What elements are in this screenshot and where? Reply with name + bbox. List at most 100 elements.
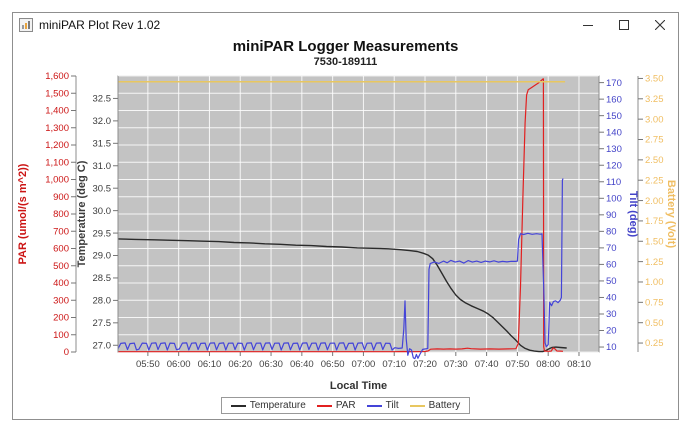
- tilt-tick-label: 30: [606, 309, 617, 320]
- x-tick-label: 07:40: [475, 359, 499, 370]
- x-tick-label: 08:00: [536, 359, 560, 370]
- par-tick-label: 1,000: [45, 175, 69, 186]
- par-tick-label: 200: [53, 313, 69, 324]
- tilt-axis-title: Tilt (deg): [627, 191, 639, 238]
- tilt-tick-label: 140: [606, 127, 622, 138]
- tilt-series-line: [117, 178, 564, 360]
- tilt-tick-label: 100: [606, 193, 622, 204]
- legend-item-par: PAR: [316, 400, 356, 411]
- par-tick-label: 1,100: [45, 157, 69, 168]
- tilt-legend-swatch: [366, 404, 382, 407]
- batt-tick-label: 3.00: [645, 114, 664, 125]
- par-tick-label: 700: [53, 226, 69, 237]
- par-axis-title: PAR (umol/(s m^2)): [17, 163, 29, 264]
- tilt-tick-label: 130: [606, 144, 622, 155]
- temperature-legend-swatch: [230, 404, 246, 407]
- par-tick-label: 1,300: [45, 123, 69, 134]
- x-axis-label: Local Time: [329, 380, 388, 392]
- par-tick-label: 1,200: [45, 140, 69, 151]
- x-tick-label: 06:20: [228, 359, 252, 370]
- x-tick-label: 05:50: [136, 359, 160, 370]
- x-tick-label: 06:50: [321, 359, 345, 370]
- temp-tick-label: 27.5: [93, 318, 112, 329]
- minimize-icon: [583, 25, 593, 26]
- chart-panel: miniPAR Logger Measurements 7530-189111 …: [13, 37, 678, 419]
- temp-tick-label: 30.0: [93, 206, 112, 217]
- titlebar[interactable]: miniPAR Plot Rev 1.02: [13, 13, 678, 37]
- temp-tick-label: 28.0: [93, 296, 112, 307]
- par-tick-label: 300: [53, 295, 69, 306]
- legend-item-temperature: Temperature: [230, 400, 306, 411]
- legend-item-tilt: Tilt: [366, 400, 399, 411]
- legend: Temperature PAR Tilt Battery: [13, 397, 678, 414]
- tilt-tick-label: 120: [606, 160, 622, 171]
- par-tick-label: 1,600: [45, 71, 69, 82]
- temp-tick-label: 32.5: [93, 94, 112, 105]
- batt-tick-label: 1.75: [645, 216, 664, 227]
- chart-title: miniPAR Logger Measurements: [232, 38, 459, 55]
- x-tick-label: 06:40: [290, 359, 314, 370]
- temp-tick-label: 28.5: [93, 273, 112, 284]
- maximize-icon: [619, 20, 629, 30]
- temp-tick-label: 29.0: [93, 251, 112, 262]
- x-tick-label: 06:00: [167, 359, 191, 370]
- legend-item-battery: Battery: [409, 400, 461, 411]
- battery-legend-swatch: [409, 404, 425, 407]
- temp-tick-label: 32.0: [93, 116, 112, 127]
- tilt-tick-label: 20: [606, 326, 617, 337]
- close-icon: [655, 20, 665, 30]
- x-tick-label: 07:00: [352, 359, 376, 370]
- x-tick-label: 07:30: [444, 359, 468, 370]
- x-tick-label: 07:50: [506, 359, 530, 370]
- battery-legend-label: Battery: [428, 400, 461, 411]
- tilt-tick-label: 160: [606, 94, 622, 105]
- temp-tick-label: 31.5: [93, 139, 112, 150]
- batt-tick-label: 3.25: [645, 94, 664, 105]
- maximize-button[interactable]: [606, 13, 642, 37]
- batt-tick-label: 2.50: [645, 155, 664, 166]
- par-legend-swatch: [316, 404, 332, 407]
- tilt-tick-label: 40: [606, 293, 617, 304]
- x-tick-label: 07:10: [382, 359, 406, 370]
- plot-svg: 0 100 200 300 400 500 600 700 800 900 1,000 1,100 1,…: [17, 71, 677, 370]
- tilt-tick-label: 60: [606, 260, 617, 271]
- batt-axis-title: Battery (Volt): [665, 180, 677, 249]
- par-tick-label: 1,400: [45, 106, 69, 117]
- tilt-tick-label: 170: [606, 78, 622, 89]
- temperature-series-line: [117, 238, 567, 353]
- minimize-button[interactable]: [570, 13, 606, 37]
- batt-tick-label: 1.50: [645, 236, 664, 247]
- x-tick-label: 06:30: [259, 359, 283, 370]
- chart-app-icon: [19, 18, 33, 32]
- temp-tick-label: 31.0: [93, 161, 112, 172]
- par-tick-label: 0: [64, 347, 69, 358]
- par-tick-label: 800: [53, 209, 69, 220]
- par-legend-label: PAR: [335, 400, 356, 411]
- tilt-tick-label: 90: [606, 210, 617, 221]
- close-button[interactable]: [642, 13, 678, 37]
- app-window: miniPAR Plot Rev 1.02 miniPAR Logger Mea…: [12, 12, 679, 420]
- batt-tick-label: 0.50: [645, 318, 664, 329]
- tilt-tick-label: 10: [606, 342, 617, 353]
- par-tick-label: 400: [53, 278, 69, 289]
- par-tick-label: 100: [53, 330, 69, 341]
- tilt-tick-label: 110: [606, 177, 621, 188]
- tilt-tick-label: 150: [606, 111, 622, 122]
- x-tick-label: 08:10: [567, 359, 591, 370]
- chart-subtitle: 7530-189111: [313, 56, 378, 68]
- x-tick-label: 06:10: [198, 359, 222, 370]
- par-tick-label: 500: [53, 261, 69, 272]
- batt-tick-label: 1.25: [645, 257, 664, 268]
- tilt-legend-label: Tilt: [385, 400, 399, 411]
- batt-tick-label: 2.75: [645, 135, 664, 146]
- tilt-tick-label: 50: [606, 276, 617, 287]
- temperature-legend-label: Temperature: [249, 400, 306, 411]
- batt-tick-label: 0.75: [645, 298, 664, 309]
- temp-tick-label: 30.5: [93, 183, 112, 194]
- batt-tick-label: 3.50: [645, 74, 664, 85]
- batt-tick-label: 2.00: [645, 196, 664, 207]
- x-tick-label: 07:20: [413, 359, 437, 370]
- temp-axis-title: Temperature (deg C): [76, 160, 88, 267]
- par-series-line: [118, 78, 564, 353]
- par-tick-label: 600: [53, 244, 69, 255]
